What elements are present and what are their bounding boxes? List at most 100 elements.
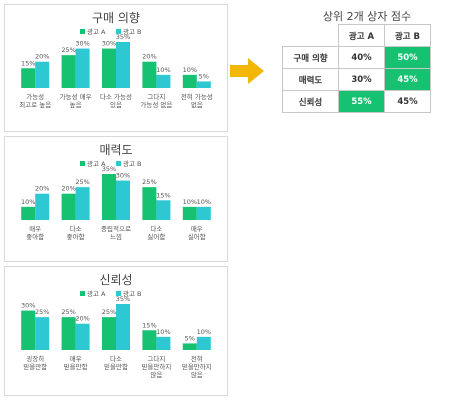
row-label: 신뢰성 xyxy=(282,90,339,113)
category-label: 다소 좋아함 xyxy=(67,224,85,241)
bar xyxy=(182,74,197,88)
legend-label: 광고 B xyxy=(123,290,142,298)
data-label: 35% xyxy=(116,33,130,41)
chart-legend: 광고 A 광고 B xyxy=(80,290,142,298)
legend-swatch xyxy=(116,29,121,34)
legend-swatch xyxy=(80,161,85,166)
cell-ad-b: 45% xyxy=(384,68,431,91)
bar xyxy=(21,68,36,88)
data-label: 15% xyxy=(156,191,170,199)
bar xyxy=(142,61,157,88)
chart-legend: 광고 A 광고 B xyxy=(80,160,142,168)
data-label: 20% xyxy=(142,53,156,61)
bar xyxy=(156,200,171,220)
data-label: 25% xyxy=(102,308,116,316)
bar xyxy=(35,61,50,88)
legend-label: 광고 B xyxy=(123,160,142,168)
bar xyxy=(142,330,157,350)
bar xyxy=(35,193,50,220)
data-label: 15% xyxy=(142,321,156,329)
data-label: 20% xyxy=(61,185,75,193)
bar xyxy=(156,74,171,88)
data-label: 30% xyxy=(75,40,89,48)
category-label: 다소 가능성 있음 xyxy=(100,92,132,109)
table-row: 신뢰성 55% 45% xyxy=(282,90,431,113)
data-label: 30% xyxy=(21,302,35,310)
category-label: 가능성 매우 높음 xyxy=(60,92,92,109)
category-label: 가능성 최고로 높음 xyxy=(19,92,51,109)
legend-swatch xyxy=(116,291,121,296)
category-label: 굉장히 믿을만함 xyxy=(23,354,47,371)
bar xyxy=(61,317,76,350)
right-arrow-icon xyxy=(230,58,264,84)
chart-legend: 광고 A 광고 B xyxy=(80,28,142,36)
bar xyxy=(35,317,50,350)
chart-title: 매력도 xyxy=(99,143,132,157)
data-label: 25% xyxy=(61,308,75,316)
legend-swatch xyxy=(80,291,85,296)
data-label: 10% xyxy=(197,198,211,206)
data-label: 10% xyxy=(197,328,211,336)
data-label: 20% xyxy=(75,315,89,323)
bar xyxy=(156,336,171,350)
bar xyxy=(182,343,197,350)
bar xyxy=(196,336,211,350)
data-label: 20% xyxy=(35,53,49,61)
score-table: 광고 A 광고 B 구매 의향 40% 50% 매력도 30% 45% 신뢰성 … xyxy=(282,24,431,113)
table-row: 매력도 30% 45% xyxy=(282,68,431,91)
cell-ad-a: 40% xyxy=(338,46,385,69)
category-label: 그다지 가능성 없음 xyxy=(140,92,172,109)
header-ad-b: 광고 B xyxy=(384,24,431,47)
legend-label: 광고 A xyxy=(87,290,106,298)
category-label: 그다지 믿을만하지 않음 xyxy=(141,354,171,379)
bar xyxy=(102,317,116,350)
table-corner xyxy=(282,24,339,47)
data-label: 10% xyxy=(156,328,170,336)
cell-ad-b: 45% xyxy=(384,90,431,113)
bar xyxy=(196,81,211,88)
chart-panel-purchase-intent: 구매 의향 광고 A 광고 B 15% 20% 가능성 최고로 높음 25% 30% 가능성 매우… xyxy=(4,4,228,132)
category-label: 중립적으로 느낌 xyxy=(101,225,131,241)
data-label: 25% xyxy=(35,308,49,316)
data-label: 25% xyxy=(61,46,75,54)
chart-panel-attractiveness: 매력도 광고 A 광고 B 10% 20% 매우 좋아함 20% 25% 다소 좋아함 35% 30% 중… xyxy=(4,136,228,262)
cell-ad-a: 30% xyxy=(338,68,385,91)
legend-label: 광고 A xyxy=(87,28,106,36)
data-label: 10% xyxy=(183,66,197,74)
bar xyxy=(21,206,36,220)
chart-title: 구매 의향 xyxy=(92,11,140,25)
category-label: 전혀 믿을만하지 않음 xyxy=(182,354,212,379)
data-label: 10% xyxy=(156,66,170,74)
legend-swatch xyxy=(116,161,121,166)
category-label: 매우 좋아함 xyxy=(26,225,44,241)
data-label: 5% xyxy=(199,72,209,80)
data-label: 10% xyxy=(183,198,197,206)
cell-ad-b: 50% xyxy=(384,46,431,69)
bar xyxy=(61,55,76,88)
bar xyxy=(142,187,157,220)
data-label: 25% xyxy=(75,178,89,186)
bar xyxy=(116,304,130,350)
bar xyxy=(182,206,197,220)
row-label: 구매 의향 xyxy=(282,46,339,69)
bar xyxy=(75,48,90,88)
data-label: 20% xyxy=(35,185,49,193)
header-ad-a: 광고 A xyxy=(338,24,385,47)
data-label: 15% xyxy=(21,59,35,67)
category-label: 매우 싫어함 xyxy=(188,225,206,241)
chart-panel-reliability: 신뢰성 광고 A 광고 B 30% 25% 굉장히 믿을만함 25% 20% 매우 믿을만함 25% 3… xyxy=(4,266,228,396)
bar xyxy=(196,206,211,220)
data-label: 35% xyxy=(116,295,130,303)
score-table-title: 상위 2개 상자 점수 xyxy=(322,10,412,23)
data-label: 25% xyxy=(142,178,156,186)
table-row: 구매 의향 40% 50% xyxy=(282,46,431,69)
bar xyxy=(61,193,76,220)
data-label: 30% xyxy=(102,40,116,48)
legend-swatch xyxy=(80,29,85,34)
category-label: 다소 싫어함 xyxy=(147,224,165,241)
category-label: 다소 믿을만함 xyxy=(104,354,128,371)
row-label: 매력도 xyxy=(282,68,339,91)
